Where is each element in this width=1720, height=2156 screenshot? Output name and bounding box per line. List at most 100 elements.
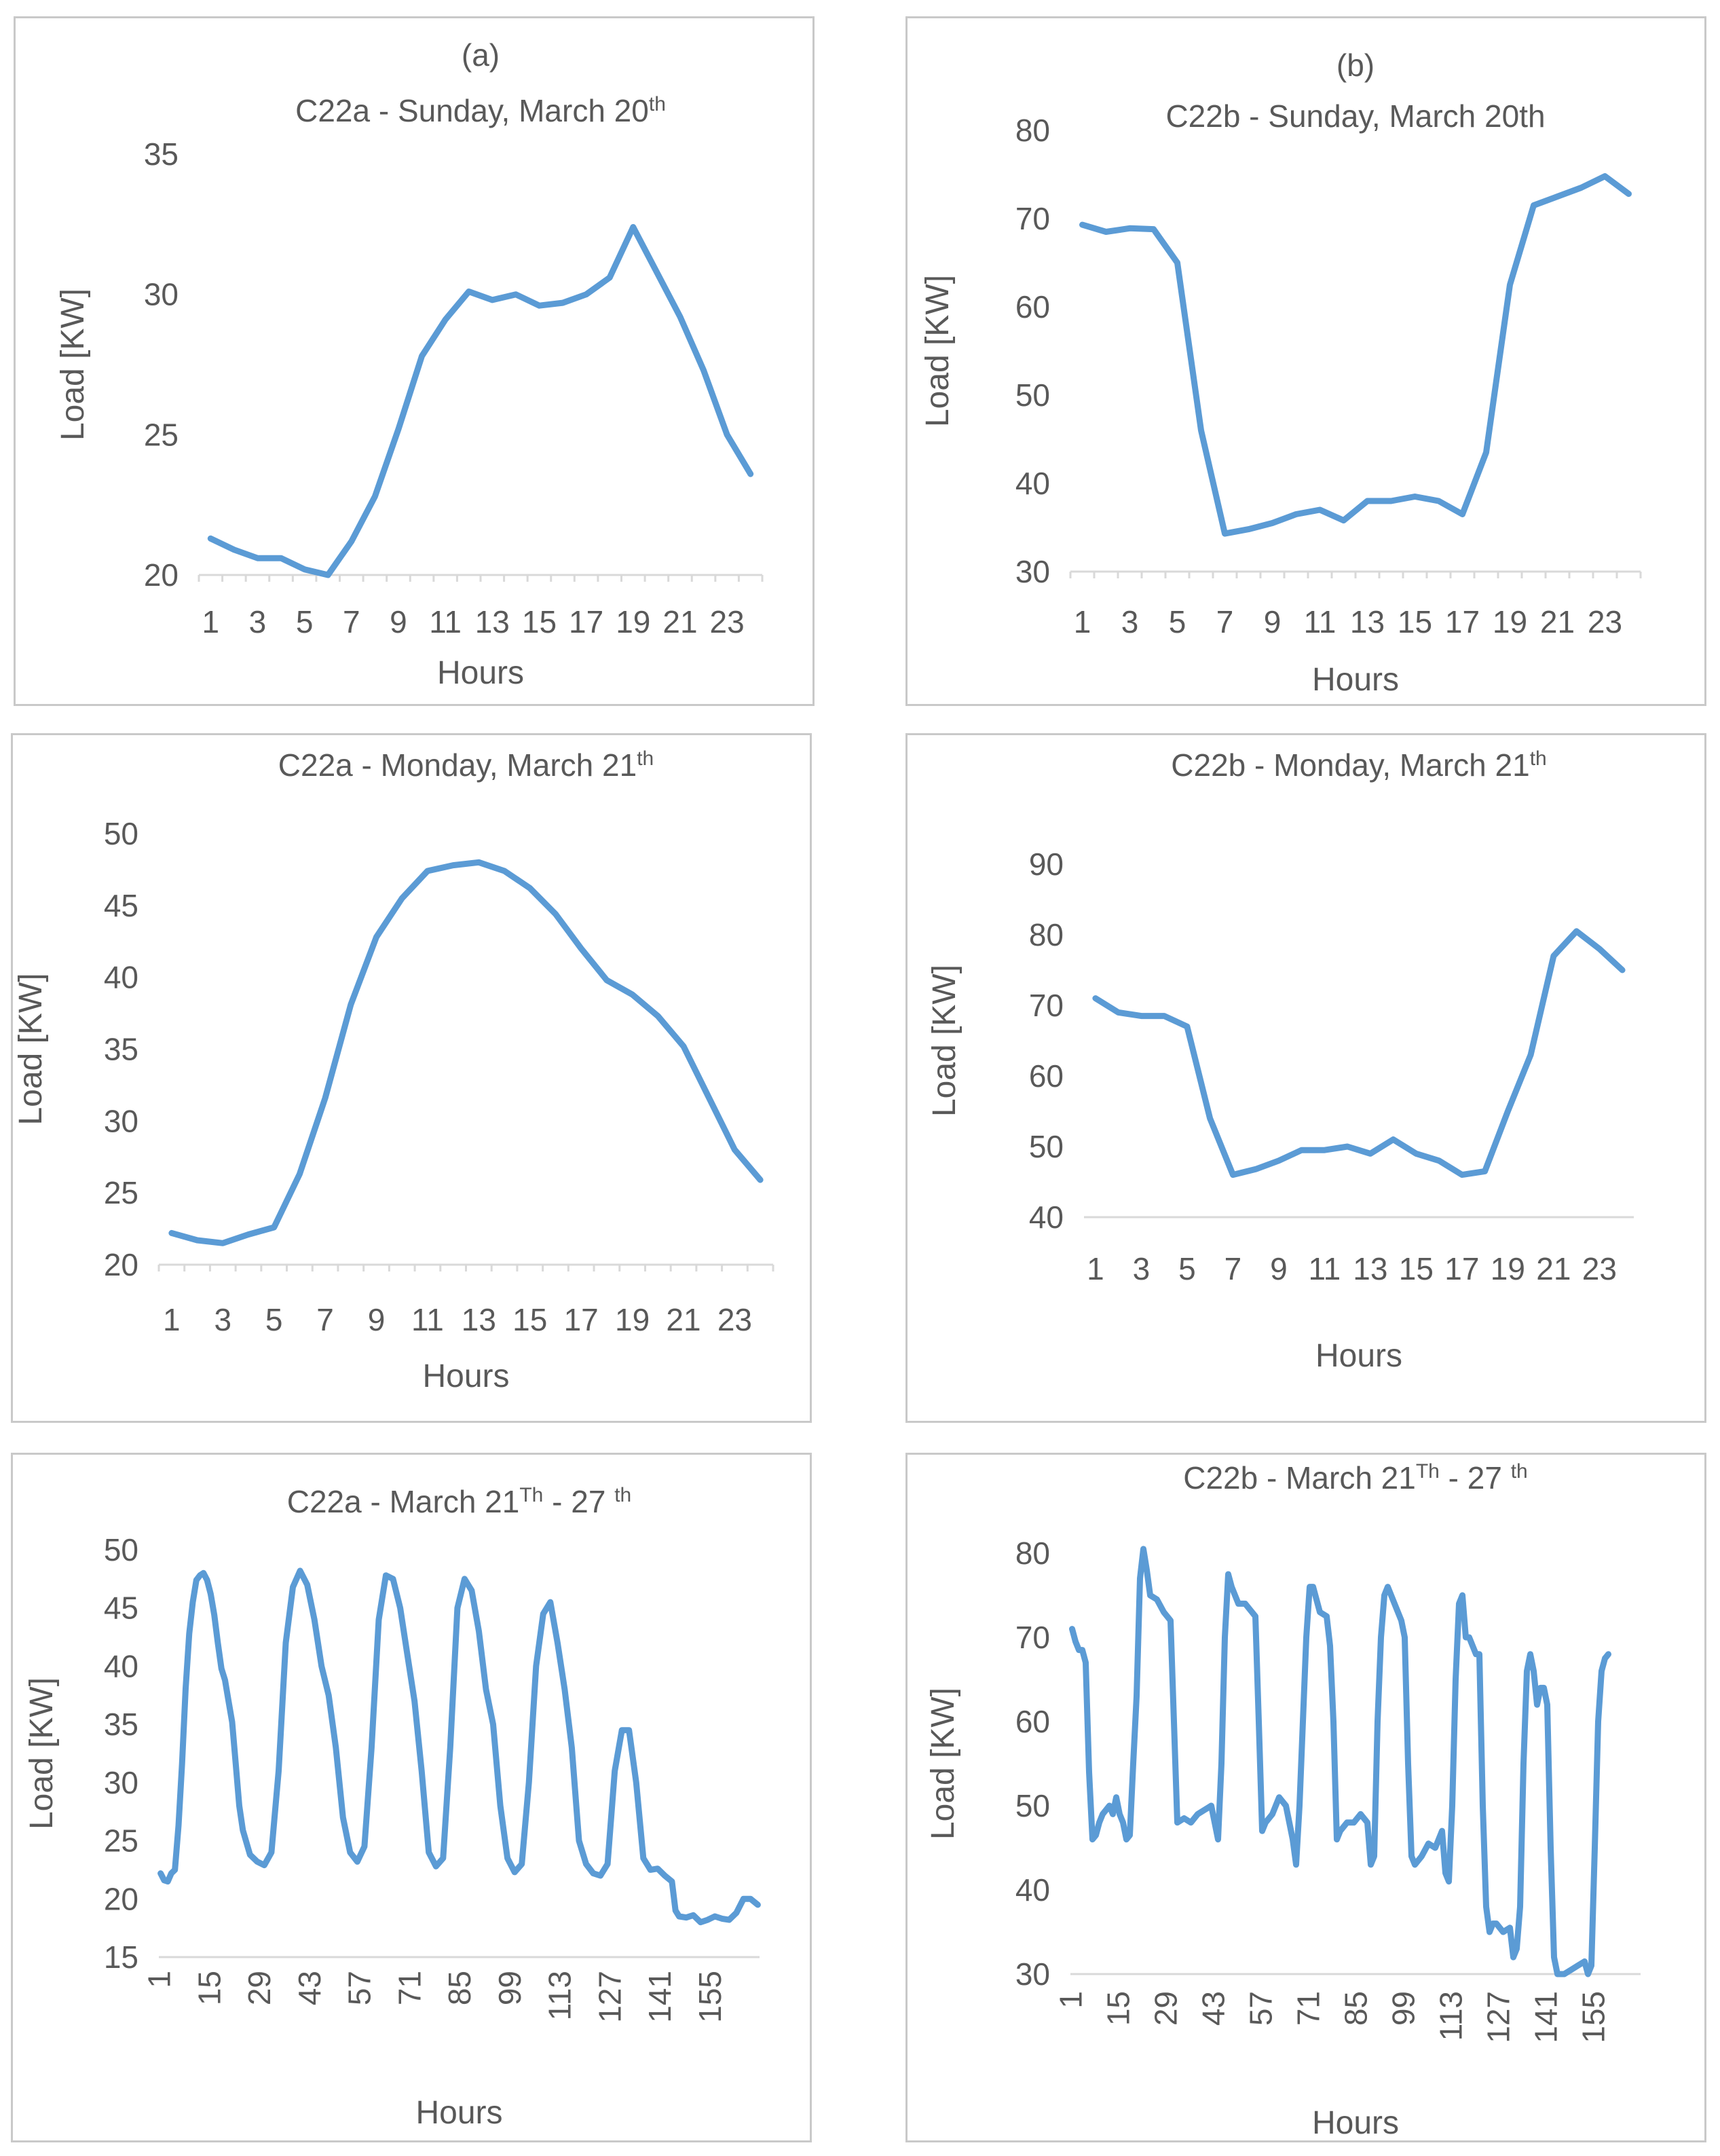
x-tick-label: 13	[1353, 1251, 1387, 1286]
x-tick-label: 19	[615, 1302, 650, 1337]
y-tick-label: 30	[104, 1765, 138, 1800]
x-tick-label: 21	[666, 1302, 700, 1337]
x-tick-label: 21	[1540, 604, 1575, 639]
x-tick-label: 23	[1588, 604, 1622, 639]
y-tick-label: 40	[104, 960, 138, 995]
chart-title-text: C22b - March 21	[1183, 1460, 1416, 1495]
series-line-c22a	[168, 859, 764, 1246]
y-tick-label: 20	[104, 1881, 138, 1916]
x-tick-label: 5	[1169, 604, 1186, 639]
x-tick-label: 17	[1445, 604, 1480, 639]
x-tick-label: 15	[512, 1302, 547, 1337]
x-tick-label: 15	[191, 1971, 227, 2005]
chart-panel-c22b-week: 30 40 50 60 70 80 1 15 29 43 57 71 85 99 113 127 141 155 H…	[905, 1453, 1706, 2142]
x-tick-label: 11	[411, 1302, 444, 1337]
x-tick-label: 57	[342, 1971, 377, 2005]
x-axis-title: Hours	[437, 655, 524, 691]
x-tick-label: 29	[242, 1971, 277, 2005]
chart-title-text: C22b - Sunday, March 20th	[1165, 98, 1545, 134]
y-tick-label: 45	[104, 1591, 138, 1626]
y-axis-title: Load [KW]	[925, 1688, 961, 1840]
chart-title: C22b - Sunday, March 20th	[1165, 98, 1545, 134]
y-tick-label: 50	[104, 816, 138, 851]
x-tick-label: 17	[564, 1302, 599, 1337]
x-tick-label: 13	[462, 1302, 496, 1337]
chart-title-text: C22b - Monday, March 21	[1171, 747, 1529, 783]
series-line-c22a	[157, 1567, 761, 1926]
x-tick-label: 113	[1434, 1991, 1469, 2041]
chart-title-text: C22a - Sunday, March 20	[295, 93, 649, 128]
x-tick-label: 127	[1481, 1991, 1516, 2043]
y-tick-label: 50	[1029, 1129, 1064, 1164]
y-tick-label: 25	[104, 1175, 138, 1210]
y-tick-label: 70	[1029, 988, 1064, 1023]
x-tick-label: 21	[662, 604, 697, 639]
y-tick-label: 50	[1015, 1788, 1050, 1823]
chart-title-superscript: Th	[519, 1484, 543, 1506]
y-tick-label: 60	[1015, 289, 1050, 324]
y-tick-label: 30	[104, 1103, 138, 1138]
x-tick-label: 11	[1308, 1251, 1341, 1286]
x-tick-label: 5	[265, 1302, 283, 1337]
chart-title-text: C22a - Monday, March 21	[278, 747, 637, 783]
x-tick-label: 15	[1101, 1991, 1136, 2026]
x-tick-label: 1	[1074, 604, 1091, 639]
x-tick-label: 9	[1270, 1251, 1288, 1286]
chart-panel-c22a-monday: 20 25 30 35 40 45 50 1 3 5 7 9 11 13 15 17 19 21 23 Hours Lo…	[11, 733, 812, 1423]
y-tick-label: 25	[144, 417, 179, 452]
x-tick-label: 21	[1536, 1251, 1571, 1286]
y-tick-label: 90	[1029, 847, 1064, 882]
x-tick-label: 7	[343, 604, 360, 639]
y-tick-label: 45	[104, 888, 138, 923]
x-tick-label: 3	[249, 604, 267, 639]
x-axis-title: Hours	[1312, 2105, 1399, 2140]
chart-title-text: C22a - March 21	[287, 1484, 520, 1519]
y-tick-label: 40	[1015, 466, 1050, 501]
x-tick-label: 9	[368, 1302, 386, 1337]
x-tick-label: 141	[642, 1971, 677, 2023]
x-tick-label: 11	[429, 604, 462, 639]
x-tick-label: 155	[692, 1971, 728, 2023]
x-tick-label: 9	[390, 604, 407, 639]
chart-title: C22a - March 21Th - 27 th	[287, 1484, 631, 1519]
y-tick-label: 30	[144, 277, 179, 312]
chart-title-superscript-2: th	[614, 1484, 631, 1506]
y-tick-label: 25	[104, 1823, 138, 1859]
x-tick-label: 7	[1216, 604, 1234, 639]
chart-panel-c22a-sunday: 20 25 30 35 1 3 5 7 9 11 13 15 17 19 21 23 Hours Load [KW…	[14, 16, 815, 706]
x-tick-label: 43	[292, 1971, 327, 2005]
y-tick-label: 70	[1015, 1620, 1050, 1655]
x-tick-label: 85	[1339, 1991, 1374, 2026]
x-tick-label: 141	[1529, 1991, 1564, 2043]
y-axis-title: Load [KW]	[55, 289, 91, 441]
chart-title: C22b - Monday, March 21th	[1171, 747, 1546, 783]
x-tick-label: 99	[1386, 1991, 1421, 2026]
x-tick-label: 71	[392, 1971, 427, 2005]
x-tick-label: 3	[1133, 1251, 1151, 1286]
x-tick-label: 23	[717, 1302, 752, 1337]
x-tick-label: 5	[1178, 1251, 1196, 1286]
x-tick-label: 19	[616, 604, 650, 639]
x-tick-label: 7	[316, 1302, 334, 1337]
x-tick-label: 9	[1264, 604, 1282, 639]
series-line-c22b	[1079, 173, 1632, 537]
chart-title-text-end: - 27	[543, 1484, 614, 1519]
y-tick-label: 50	[1015, 377, 1050, 413]
y-tick-label: 40	[1015, 1872, 1050, 1908]
x-tick-label: 19	[1493, 604, 1527, 639]
x-tick-label: 19	[1491, 1251, 1525, 1286]
x-tick-label: 15	[1399, 1251, 1434, 1286]
x-axis-title: Hours	[1315, 1338, 1402, 1374]
chart-title-superscript: th	[649, 93, 666, 115]
chart-title-superscript: Th	[1416, 1460, 1440, 1483]
y-tick-label: 40	[1029, 1200, 1064, 1235]
x-tick-label: 1	[202, 604, 219, 639]
y-tick-label: 60	[1015, 1704, 1050, 1739]
panel-tag: (a)	[462, 37, 500, 73]
x-tick-label: 13	[1350, 604, 1385, 639]
x-tick-label: 29	[1148, 1991, 1184, 2026]
y-tick-label: 35	[104, 1707, 138, 1742]
y-axis-title: Load [KW]	[13, 973, 49, 1125]
y-tick-label: 70	[1015, 201, 1050, 236]
